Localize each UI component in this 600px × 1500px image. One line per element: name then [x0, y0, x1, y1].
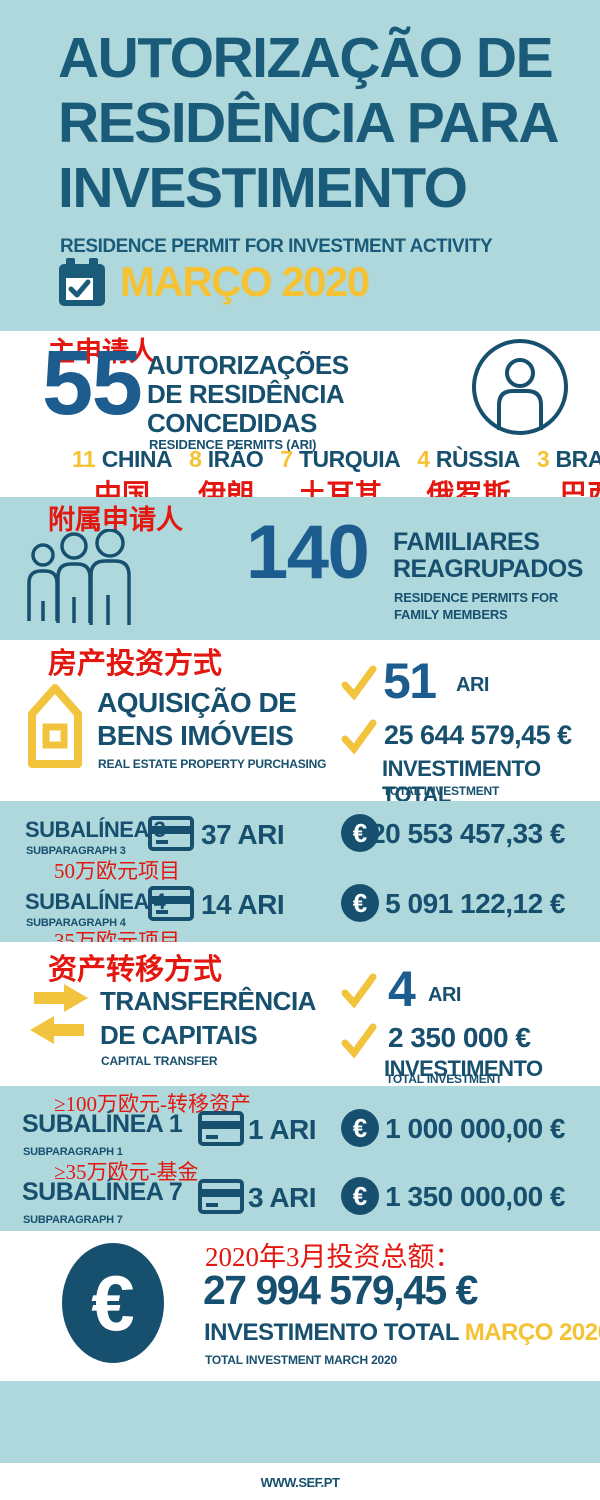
subparagraph-row-ari: 37 ARI	[201, 819, 285, 850]
subparagraph-row-cn: ≥35万欧元-基金	[54, 1160, 199, 1184]
country-name: RÙSSIA	[435, 446, 520, 472]
capital-transfer-cn-note: 资产转移方式	[48, 954, 223, 986]
person-in-circle-icon	[470, 337, 570, 437]
capital-transfer-amount: 2 350 000 €	[388, 1022, 531, 1053]
capital-transfer-ari-count: 4	[388, 961, 416, 1017]
subparagraph-row-name: SUBALÍNEA 7	[22, 1178, 183, 1206]
footer-section: WWW.SEF.PT	[0, 1463, 600, 1500]
country-count: 3	[536, 446, 550, 472]
check-icon	[340, 972, 378, 1008]
credit-card-icon	[198, 1110, 244, 1148]
country-count: 4	[417, 446, 430, 472]
check-icon	[340, 718, 378, 754]
permits-title-line1: AUTORIZAÇÕES	[147, 350, 349, 380]
countries-row: 11 CHINA 中国 8 IRÃO 伊朗 7 TURQUIA 土耳其 4 RÙ…	[72, 446, 600, 513]
subparagraph-row-sub: SUBPARAGRAPH 7	[23, 1214, 123, 1226]
month-label: MARÇO 2020	[120, 258, 370, 305]
double-arrows-icon	[28, 982, 90, 1046]
permits-title-line2: DE RESIDÊNCIA	[147, 379, 345, 409]
credit-card-icon	[148, 885, 194, 923]
family-title-line1: FAMILIARES	[393, 528, 540, 556]
subparagraph-row-cn: 50万欧元项目	[54, 859, 180, 883]
check-icon	[340, 1022, 378, 1058]
real-estate-subtitle: REAL ESTATE PROPERTY PURCHASING	[98, 757, 327, 771]
subparagraph-row-sub: SUBPARAGRAPH 4	[26, 917, 126, 929]
subparagraph-row-ari: 3 ARI	[248, 1182, 317, 1213]
subparagraph-row-ari: 14 ARI	[201, 889, 285, 920]
capital-transfer-ari-label: ARI	[428, 984, 461, 1006]
euro-circle-icon: €	[341, 1177, 379, 1215]
credit-card-icon	[198, 1178, 244, 1216]
three-people-icon	[22, 529, 134, 625]
subparagraph-row-sub: SUBPARAGRAPH 1	[23, 1146, 123, 1158]
check-icon	[340, 664, 378, 700]
subparagraph-row-name: SUBALÍNEA 3	[25, 817, 166, 842]
total-cn-note: 2020年3月投资总额：	[205, 1242, 462, 1272]
capital-transfer-title-line2: DE CAPITAIS	[100, 1020, 258, 1050]
subparagraph-row-amount: 20 553 457,33 €	[370, 818, 565, 849]
page-title-line1: AUTORIZAÇÃO DE	[58, 26, 554, 90]
capital-transfer-total-sub: TOTAL INVESTMENT	[386, 1072, 503, 1086]
permits-count: 55	[42, 332, 143, 434]
country-count: 8	[189, 446, 202, 472]
country-name: IRÃO	[207, 446, 264, 472]
permits-subtitle: RESIDENCE PERMITS (ARI)	[149, 437, 317, 452]
calendar-icon	[57, 258, 107, 308]
real-estate-total-sub: TOTAL INVESTMENT	[383, 784, 500, 798]
permits-section: 主申请人 55 AUTORIZAÇÕES DE RESIDÊNCIA CONCE…	[0, 331, 600, 511]
country-name: CHINA	[101, 446, 173, 472]
capital-transfer-section: 资产转移方式 TRANSFERÊNCIA DE CAPITAIS CAPITAL…	[0, 942, 600, 1107]
euro-circle-icon: €	[341, 814, 379, 852]
country-name: BRASIL	[555, 446, 600, 472]
house-icon	[25, 680, 85, 770]
euro-big-icon: €	[62, 1243, 164, 1363]
total-section: € 2020年3月投资总额： 27 994 579,45 € INVESTIME…	[0, 1231, 600, 1377]
subparagraph-row-amount: 5 091 122,12 €	[385, 888, 565, 919]
subparagraph-row-name: SUBALÍNEA 4	[25, 889, 166, 914]
footer-gap	[0, 1377, 600, 1381]
real-estate-cn-note: 房产投资方式	[48, 648, 223, 680]
real-estate-title-line1: AQUISIÇÃO DE	[97, 687, 297, 718]
real-estate-title-line2: BENS IMÓVEIS	[97, 720, 294, 751]
capital-transfer-subtitle: CAPITAL TRANSFER	[101, 1054, 218, 1068]
real-estate-total-label: INVESTIMENTO TOTAL	[382, 756, 541, 807]
capital-transfer-title-line1: TRANSFERÊNCIA	[100, 986, 316, 1016]
family-subtitle-line1: RESIDENCE PERMITS FOR	[394, 590, 559, 605]
total-sub: TOTAL INVESTMENT MARCH 2020	[205, 1353, 397, 1367]
subparagraph-row-amount: 1 000 000,00 €	[385, 1113, 565, 1144]
subparagraph-row-ari: 1 ARI	[248, 1114, 317, 1145]
permits-cn-note: 主申请人	[48, 337, 156, 367]
footer-url: WWW.SEF.PT	[260, 1475, 340, 1490]
page-title-line3: INVESTIMENTO	[58, 156, 468, 220]
family-section: 附属申请人 140 FAMILIARES REAGRUPADOS RESIDEN…	[0, 497, 600, 640]
header-section: AUTORIZAÇÃO DE RESIDÊNCIA PARA INVESTIME…	[0, 0, 600, 331]
page-subtitle: RESIDENCE PERMIT FOR INVESTMENT ACTIVITY	[60, 236, 493, 257]
real-estate-rows-section: SUBALÍNEA 3 SUBPARAGRAPH 3 50万欧元项目 37 AR…	[0, 801, 600, 953]
country-count: 7	[280, 446, 293, 472]
country-count: 11	[72, 446, 96, 472]
family-subtitle-line2: FAMILY MEMBERS	[394, 607, 508, 622]
country-name: TURQUIA	[298, 446, 401, 472]
euro-circle-icon: €	[341, 1109, 379, 1147]
footer-band	[0, 1381, 600, 1463]
total-label: INVESTIMENTO TOTAL	[204, 1319, 459, 1346]
capital-transfer-rows-section: ≥100万欧元-转移资产 SUBALÍNEA 1 SUBPARAGRAPH 1 …	[0, 1086, 600, 1231]
credit-card-icon	[148, 815, 194, 853]
subparagraph-row-name: SUBALÍNEA 1	[22, 1110, 183, 1138]
family-title-line2: REAGRUPADOS	[393, 555, 583, 583]
real-estate-amount: 25 644 579,45 €	[384, 720, 572, 750]
real-estate-ari-label: ARI	[456, 674, 489, 696]
permits-title-line3: CONCEDIDAS	[147, 408, 317, 438]
real-estate-ari-count: 51	[383, 653, 437, 709]
family-count: 140	[246, 510, 370, 595]
total-amount: 27 994 579,45 €	[203, 1267, 478, 1313]
subparagraph-row-amount: 1 350 000,00 €	[385, 1181, 565, 1212]
euro-circle-icon: €	[341, 884, 379, 922]
total-label-highlight: MARÇO 2020	[464, 1319, 600, 1346]
real-estate-section: 房产投资方式 AQUISIÇÃO DE BENS IMÓVEIS REAL ES…	[0, 640, 600, 807]
subparagraph-row-sub: SUBPARAGRAPH 3	[26, 845, 126, 857]
page-title-line2: RESIDÊNCIA PARA	[58, 91, 560, 155]
